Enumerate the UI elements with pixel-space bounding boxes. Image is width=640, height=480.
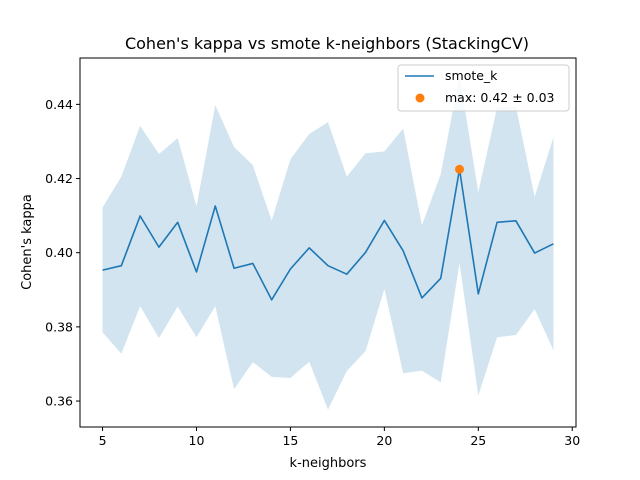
x-tick-label: 10	[189, 433, 205, 448]
max-point	[455, 164, 465, 174]
x-tick-label: 20	[376, 433, 392, 448]
y-tick-label: 0.36	[45, 394, 73, 409]
x-tick-label: 25	[470, 433, 486, 448]
series-line-smote-k	[102, 168, 554, 301]
y-axis-ticks: 0.36 0.38 0.40 0.42 0.44	[45, 97, 80, 409]
chart-title: Cohen's kappa vs smote k-neighbors (Stac…	[125, 34, 529, 53]
y-axis-label: Cohen's kappa	[20, 194, 35, 290]
x-axis-ticks: 5 10 15 20 25 30	[99, 427, 580, 448]
legend-entry-series: smote_k	[445, 68, 498, 83]
legend-box	[397, 64, 570, 112]
confidence-band	[102, 75, 554, 410]
y-tick-label: 0.40	[45, 245, 73, 260]
y-tick-label: 0.42	[45, 171, 73, 186]
x-tick-label: 15	[282, 433, 298, 448]
plot-area	[79, 57, 577, 428]
x-tick-label: 5	[99, 433, 107, 448]
legend-entry-max: max: 0.42 ± 0.03	[445, 90, 555, 105]
legend-point-swatch	[415, 93, 425, 103]
line-layer	[102, 168, 554, 301]
point-layer	[455, 164, 465, 174]
x-axis-label: k-neighbors	[290, 456, 367, 471]
legend: smote_k max: 0.42 ± 0.03	[397, 64, 570, 112]
confidence-band-layer	[102, 75, 554, 410]
y-tick-label: 0.44	[45, 97, 73, 112]
y-tick-label: 0.38	[45, 319, 73, 334]
plot-frame	[79, 57, 577, 428]
x-tick-label: 30	[564, 433, 580, 448]
